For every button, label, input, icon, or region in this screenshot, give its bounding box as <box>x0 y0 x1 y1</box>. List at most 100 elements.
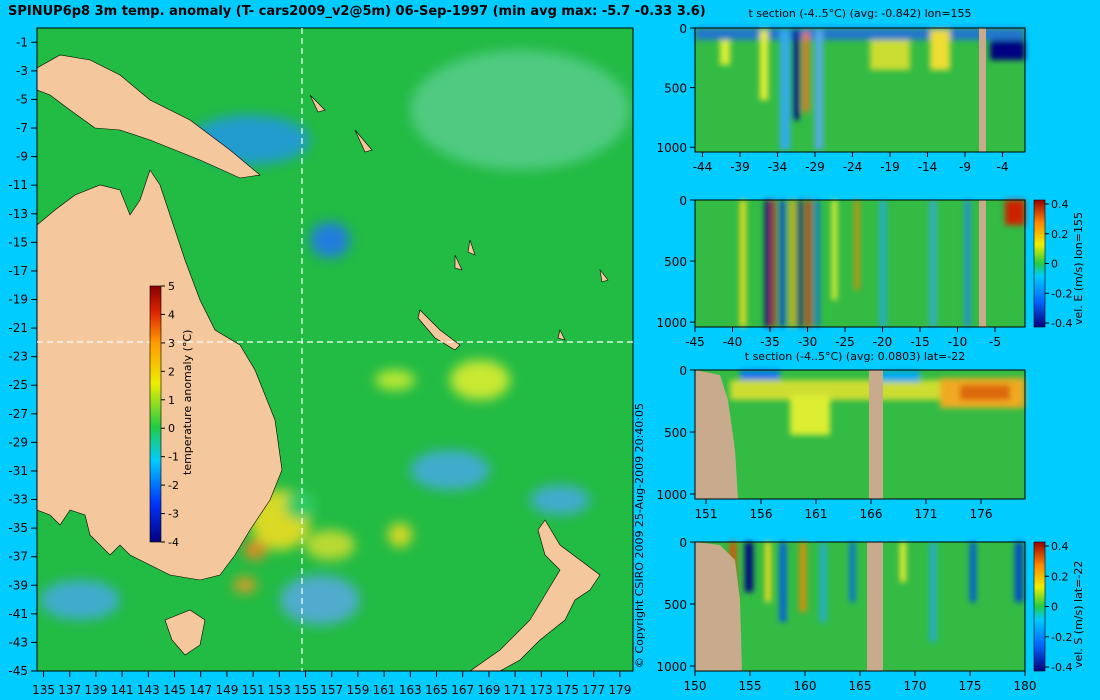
vel-s-section-y-axis: 0 500 1000 <box>656 536 695 674</box>
vel-s-section-y-tick-label: 1000 <box>656 660 687 674</box>
t-section-lon-x-tick-label: -24 <box>843 160 863 174</box>
map-x-tick-label: 143 <box>137 683 160 697</box>
main-title: SPINUP6p8 3m temp. anomaly (T- cars2009_… <box>8 4 706 19</box>
t-section-lon-x-tick-label: -34 <box>768 160 788 174</box>
t-section-lon-x-tick-label: -44 <box>693 160 713 174</box>
t-section-lon-x-axis: -44 -39 -34 -29 -24 -19 -14 -9 -4 <box>693 152 1009 174</box>
t-section-lon-y-tick-label: 500 <box>664 82 687 96</box>
t-section-lat-x-axis: 151 156 161 166 171 176 <box>695 499 993 521</box>
map-y-tick-label: -27 <box>8 407 28 421</box>
vel-e-section-x-tick-label: -5 <box>989 335 1001 349</box>
t-section-lon-y-tick-label: 0 <box>679 22 687 36</box>
vel-e-colorbar-ticks: 0.4 0.2 0 -0.2 -0.4 <box>1045 198 1072 330</box>
vel-s-section-x-tick-label: 150 <box>684 679 707 693</box>
vel-s-section-x-tick-label: 165 <box>849 679 872 693</box>
map-x-tick-label: 149 <box>215 683 238 697</box>
t-section-lat-x-tick-label: 176 <box>970 507 993 521</box>
map-y-tick-label: -19 <box>8 292 28 306</box>
t-section-lon-title: t section (-4..5°C) (avg: -0.842) lon=15… <box>748 7 971 20</box>
map-y-tick-label: -7 <box>16 121 28 135</box>
t-section-lat-x-tick-label: 151 <box>695 507 718 521</box>
t-section-lon-plot <box>694 27 1026 153</box>
map-x-tick-label: 135 <box>32 683 55 697</box>
map-y-tick-label: -13 <box>8 207 28 221</box>
vel-e-section-x-tick-label: -40 <box>723 335 743 349</box>
vel-s-colorbar-ticks: 0.4 0.2 0 -0.2 -0.4 <box>1045 540 1072 674</box>
t-section-lat-y-tick-label: 500 <box>664 426 687 440</box>
vel-s-section-colorbar-tick-label: 0.4 <box>1051 540 1069 553</box>
t-section-lon-x-tick-label: -39 <box>730 160 750 174</box>
map-colorbar-tick-label: 1 <box>168 394 175 407</box>
map-colorbar-ticks: 5 4 3 2 1 0 -1 -2 -3 -4 <box>161 280 179 549</box>
vel-e-section-x-tick-label: -15 <box>910 335 930 349</box>
map-colorbar-tick-label: 3 <box>168 337 175 350</box>
map-x-tick-label: 165 <box>425 683 448 697</box>
map-y-tick-label: -21 <box>8 321 28 335</box>
map-y-tick-label: -11 <box>8 178 28 192</box>
vel-e-section-plot <box>694 199 1026 328</box>
vel-s-section-x-tick-label: 180 <box>1014 679 1037 693</box>
t-section-lon-y-axis: 0 500 1000 <box>656 22 695 155</box>
vel-e-section-colorbar-tick-label: -0.2 <box>1051 287 1072 300</box>
map-colorbar-tick-label: 4 <box>168 308 175 321</box>
map-x-axis: 135 137 139 141 143 145 147 149 151 153 155 157 159 1… <box>32 671 631 697</box>
map-x-tick-label: 147 <box>189 683 212 697</box>
map-colorbar-tick-label: 0 <box>168 422 175 435</box>
map-y-axis: -1 -3 -5 -7 -9 -11 -13 -15 -17 -19 -21 -23 -25 -27 -29… <box>8 35 37 678</box>
map-colorbar-tick-label: 2 <box>168 365 175 378</box>
map-y-tick-label: -23 <box>8 350 28 364</box>
map-y-tick-label: -29 <box>8 435 28 449</box>
vel-e-section-x-tick-label: -45 <box>685 335 705 349</box>
vel-e-section-colorbar-tick-label: 0.4 <box>1051 198 1069 211</box>
t-section-lon-x-tick-label: -19 <box>880 160 900 174</box>
map-y-tick-label: -41 <box>8 607 28 621</box>
vel-e-section-x-tick-label: -25 <box>835 335 855 349</box>
t-section-lon-x-tick-label: -4 <box>997 160 1009 174</box>
vel-s-section-plot <box>694 541 1026 672</box>
map-x-tick-label: 159 <box>346 683 369 697</box>
vel-e-colorbar <box>1033 199 1046 328</box>
vel-s-colorbar <box>1033 541 1046 672</box>
map-y-tick-label: -17 <box>8 264 28 278</box>
map-y-tick-label: -3 <box>16 64 28 78</box>
map-y-tick-label: -35 <box>8 521 28 535</box>
vel-s-section-colorbar-tick-label: 0 <box>1051 601 1058 614</box>
map-colorbar-tick-label: -2 <box>168 479 179 492</box>
t-section-lat-y-axis: 0 500 1000 <box>656 364 695 502</box>
vel-s-colorbar-label: vel. S (m/s) lat=-22 <box>1072 561 1085 668</box>
map-colorbar-label: temperature anomaly (°C) <box>181 330 194 475</box>
t-section-lon-x-tick-label: -14 <box>918 160 938 174</box>
vel-e-section-colorbar-tick-label: 0 <box>1051 258 1058 271</box>
map-x-tick-label: 169 <box>477 683 500 697</box>
t-section-lat-x-tick-label: 166 <box>860 507 883 521</box>
vel-s-section-x-tick-label: 160 <box>794 679 817 693</box>
map-x-tick-label: 163 <box>399 683 422 697</box>
map-x-tick-label: 173 <box>530 683 553 697</box>
map-colorbar-tick-label: 5 <box>168 280 175 293</box>
vel-e-section-x-tick-label: -10 <box>948 335 968 349</box>
vel-s-section-x-tick-label: 175 <box>959 679 982 693</box>
map-y-tick-label: -9 <box>16 150 28 164</box>
vel-e-section-y-tick-label: 0 <box>679 194 687 208</box>
vel-e-section-x-tick-label: -30 <box>798 335 818 349</box>
map-x-tick-label: 161 <box>373 683 396 697</box>
map-x-tick-label: 137 <box>58 683 81 697</box>
map-x-tick-label: 139 <box>84 683 107 697</box>
map-y-tick-label: -15 <box>8 235 28 249</box>
vel-e-section-x-axis: -45 -40 -35 -30 -25 -20 -15 -10 -5 <box>685 327 1001 349</box>
map-y-tick-label: -31 <box>8 464 28 478</box>
t-section-lat-y-tick-label: 1000 <box>656 488 687 502</box>
map-x-tick-label: 175 <box>556 683 579 697</box>
t-section-lat-x-tick-label: 156 <box>750 507 773 521</box>
map-y-tick-label: -1 <box>16 35 28 49</box>
map-y-tick-label: -37 <box>8 550 28 564</box>
map-y-tick-label: -33 <box>8 493 28 507</box>
vel-s-section-y-tick-label: 500 <box>664 598 687 612</box>
map-y-tick-label: -45 <box>8 664 28 678</box>
map-colorbar <box>149 285 162 543</box>
vel-s-section-colorbar-tick-label: -0.4 <box>1051 661 1072 674</box>
map-x-tick-label: 145 <box>163 683 186 697</box>
map-x-tick-label: 171 <box>504 683 527 697</box>
vel-s-section-x-axis: 150 155 160 165 170 175 180 <box>684 671 1037 693</box>
